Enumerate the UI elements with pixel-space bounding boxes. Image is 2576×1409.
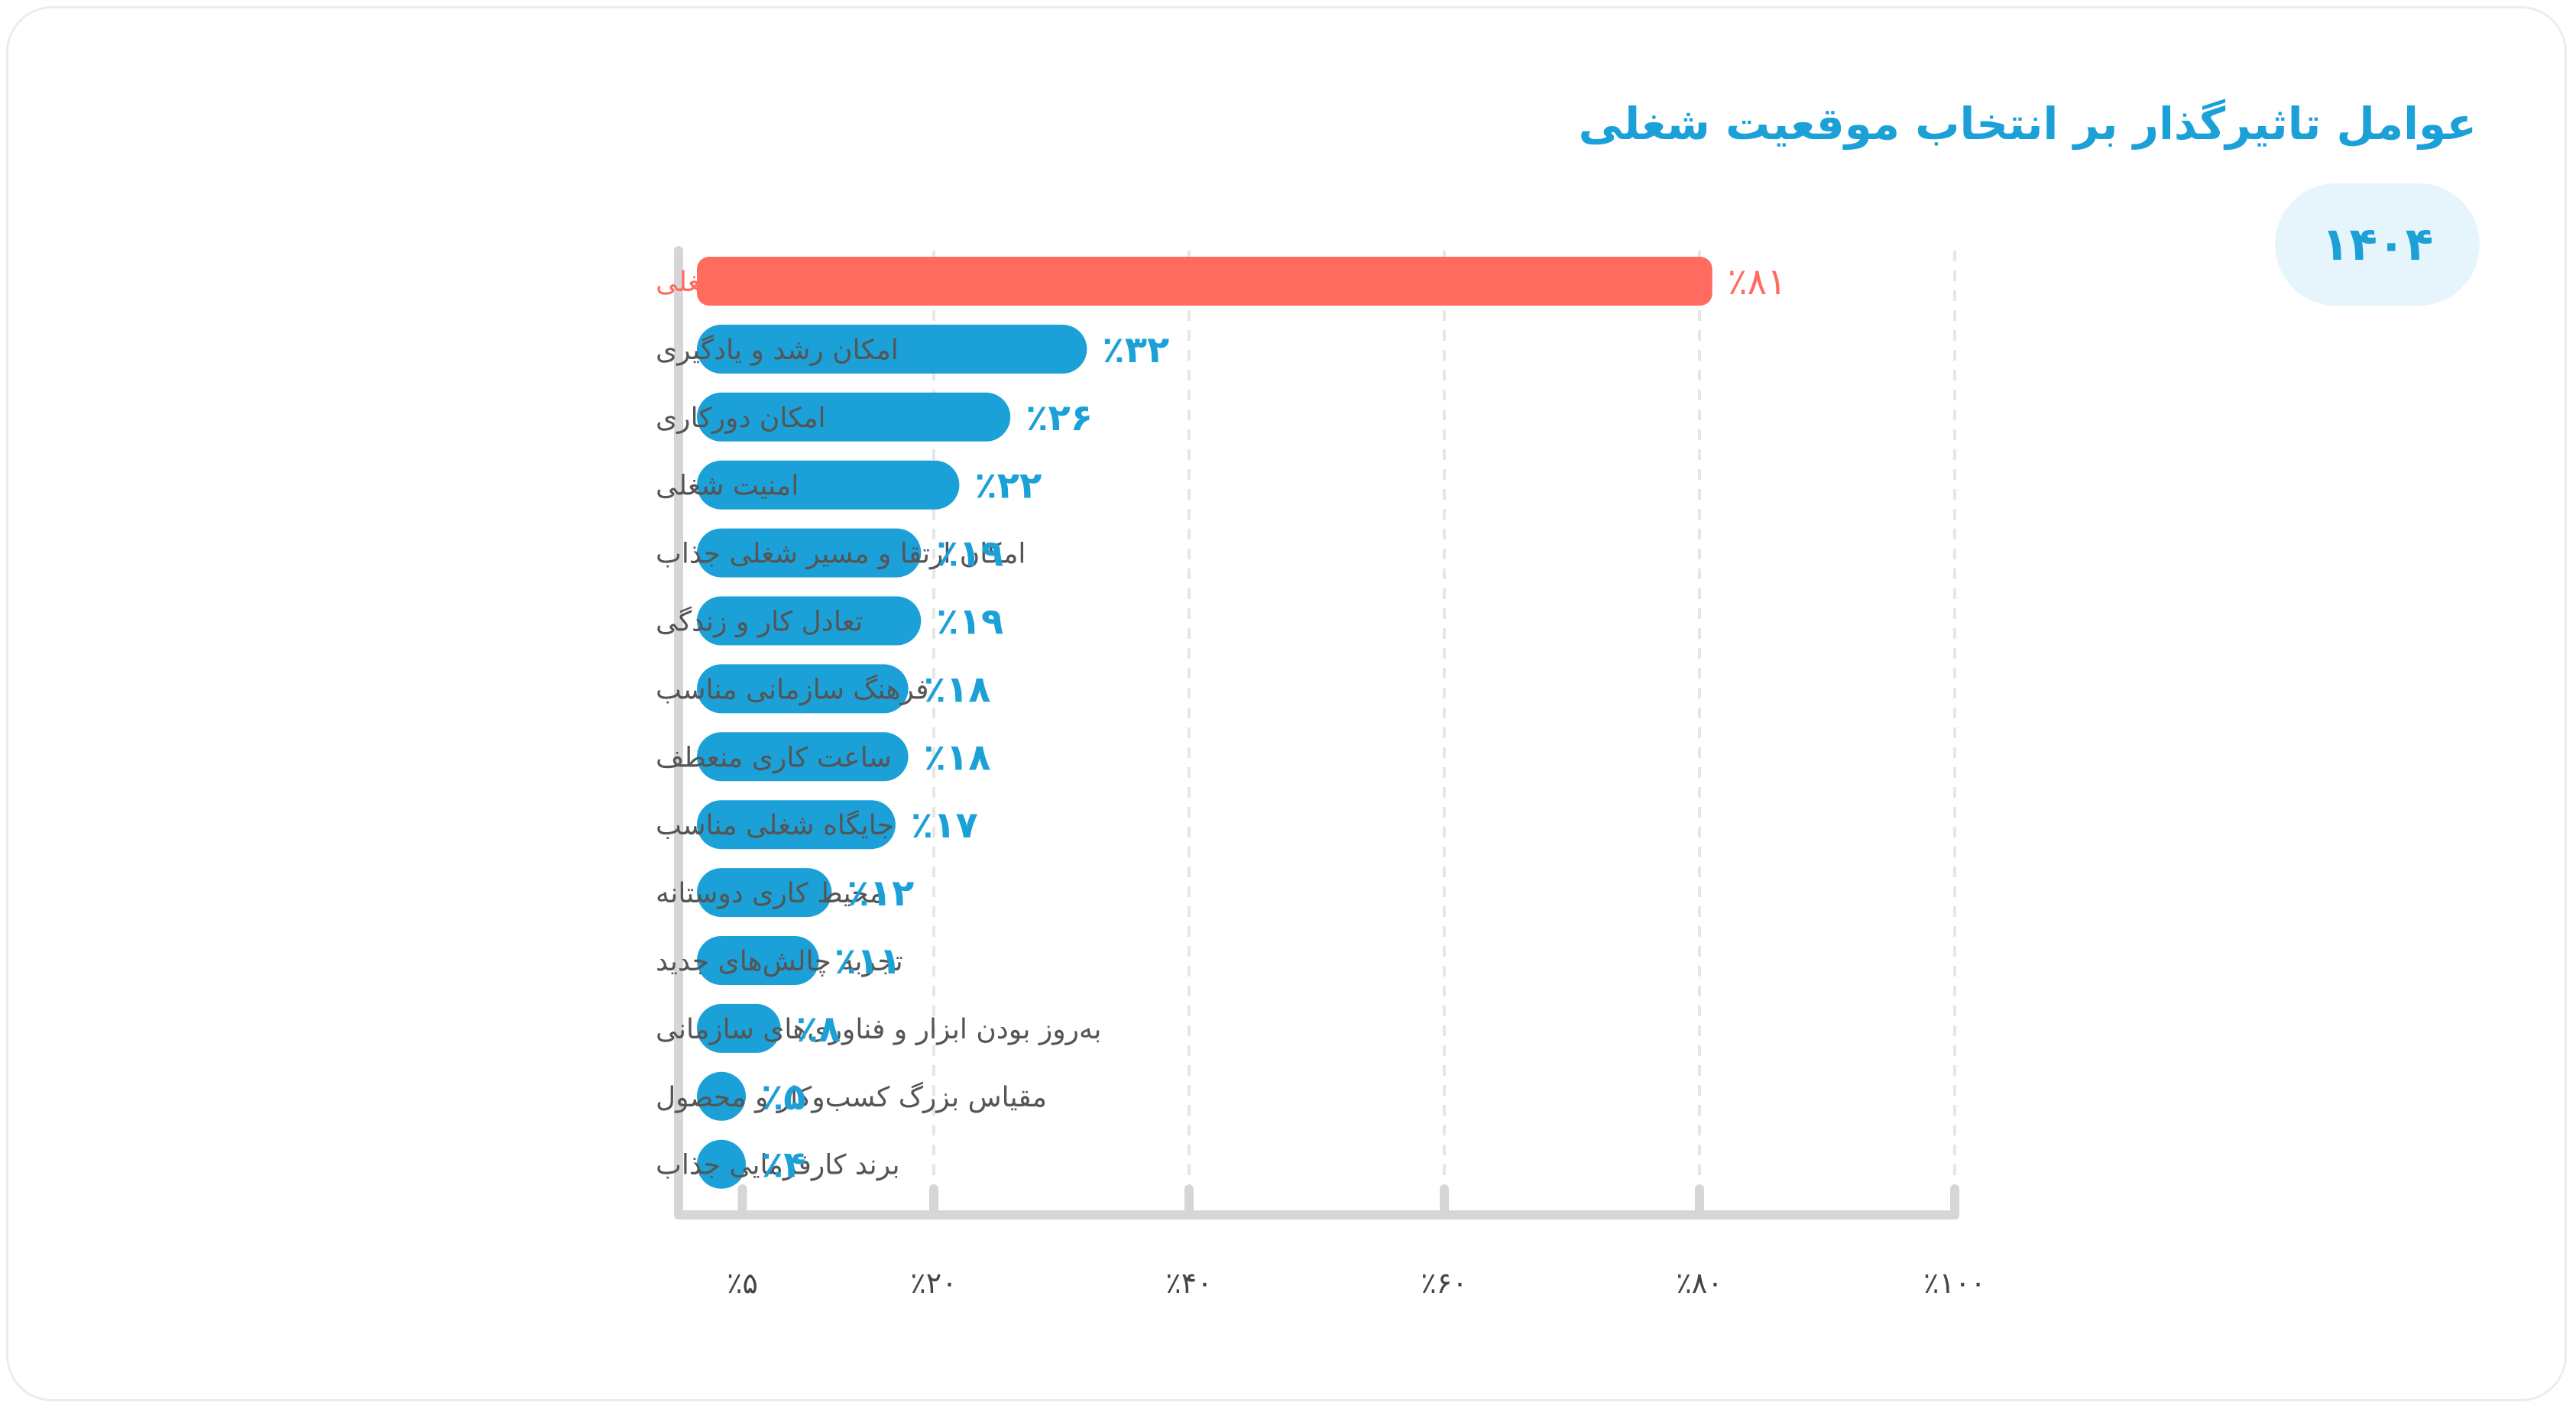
value-label: ٪۸ [796,1008,841,1051]
x-tick-label: ٪۲۰ [910,1266,957,1300]
bar [697,1003,781,1053]
chart-card [6,6,2567,1401]
value-label: ٪۱۸ [924,668,991,711]
value-label: ٪۱۹ [936,533,1003,575]
chart-title: عوامل تاثیرگذار بر انتخاب موقعیت شغلی [1578,98,2477,150]
x-tick-label: ٪۵ [727,1266,758,1300]
bar [697,596,922,646]
bar [697,257,1712,306]
x-tick-label: ٪۴۰ [1165,1266,1212,1300]
value-label: ٪۵ [761,1076,806,1119]
bar [697,460,960,510]
bar [697,936,819,985]
category-label: مقیاس بزرگ کسب‌وکار و محصول [656,1082,1047,1113]
category-label: فرهنگ سازمانی مناسب [656,673,928,705]
bar [697,324,1087,374]
value-label: ٪۱۱ [834,940,902,983]
category-label: امکان ارتقا و مسیر شغلی جذاب [656,539,1026,570]
category-label: تجربه چالش‌های جدید [656,946,903,977]
x-tick-label: ٪۱۰۰ [1923,1266,1986,1300]
category-label: به‌روز بودن ابزار و فناوری‌های سازمانی [656,1014,1101,1045]
year-badge: ۱۴۰۴ [2275,183,2480,306]
category-label: جایگاه شغلی مناسب [656,809,894,841]
bar [697,868,832,918]
category-label: تعادل کار و زندگی [656,606,863,638]
category-label: محیط کاری دوستانه [656,878,884,909]
bar [697,800,896,850]
x-tick-label: ٪۸۰ [1676,1266,1722,1300]
bar [697,1071,746,1121]
category-label: امنیت شغلی [656,471,799,502]
value-label: ٪۲۲ [974,465,1042,507]
value-label: ٪۴ [761,1144,806,1187]
category-label: امکان دورکاری [656,403,826,434]
value-label: ٪۲۶ [1026,397,1093,439]
value-label: ٪۱۷ [911,804,978,847]
value-label: ٪۱۲ [847,872,914,915]
x-tick-label: ٪۶۰ [1421,1266,1467,1300]
value-label: ٪۱۹ [936,601,1003,643]
category-label: برند کارفرمایی جذاب [656,1150,900,1181]
value-label: ٪۸۱ [1728,261,1787,303]
bar [697,392,1011,442]
bar [697,1139,746,1189]
value-label: ٪۱۸ [924,736,991,779]
bar [697,664,909,714]
category-label: حقوق دریافتی و مزایای شغلی [656,267,1000,298]
bar [697,732,909,782]
category-label: ساعت کاری منعطف [656,742,892,773]
bar [697,528,922,578]
category-label: امکان رشد و یادگیری [656,334,899,366]
value-label: ٪۳۲ [1102,329,1169,371]
